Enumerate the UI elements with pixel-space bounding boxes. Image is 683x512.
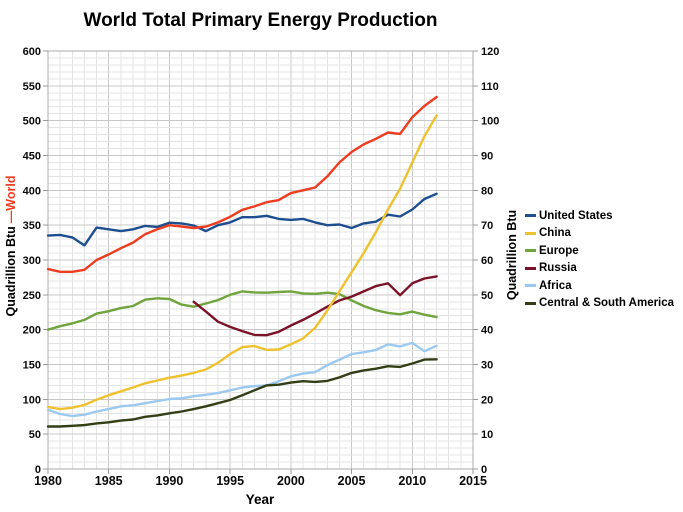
legend-item: United States bbox=[525, 209, 674, 222]
right-tick-label: 50 bbox=[481, 290, 493, 302]
right-tick-label: 0 bbox=[481, 464, 487, 476]
legend: United States China Europe Russia Africa Cent… bbox=[525, 209, 674, 310]
series-line-europe bbox=[46, 290, 438, 331]
series-line-united-states bbox=[46, 192, 438, 247]
series-line-central-south-america bbox=[46, 358, 438, 428]
right-tick-label: 70 bbox=[481, 220, 493, 232]
legend-label: Europe bbox=[539, 244, 579, 257]
series-line-world bbox=[46, 95, 438, 273]
right-tick-label: 100 bbox=[481, 116, 499, 128]
legend-item: Central & South America bbox=[525, 297, 674, 310]
x-tick-label: 2010 bbox=[398, 474, 426, 488]
legend-label: Central & South America bbox=[539, 297, 675, 309]
series-line-china bbox=[46, 114, 438, 411]
left-tick-label: 200 bbox=[23, 325, 41, 337]
legend-item: Europe bbox=[525, 244, 674, 257]
legend-swatch bbox=[525, 284, 536, 287]
legend-swatch bbox=[525, 214, 536, 217]
left-tick-label: 150 bbox=[23, 360, 41, 372]
left-tick-label: 500 bbox=[23, 116, 41, 128]
series-line-africa bbox=[46, 341, 438, 418]
legend-swatch bbox=[525, 249, 536, 252]
x-tick-label: 2015 bbox=[459, 474, 487, 488]
left-tick-label: 550 bbox=[23, 81, 41, 93]
right-tick-label: 60 bbox=[481, 255, 493, 267]
series-line-russia bbox=[192, 275, 438, 337]
left-tick-label: 600 bbox=[23, 46, 41, 58]
chart-title: World Total Primary Energy Production bbox=[83, 10, 438, 31]
legend-item: China bbox=[525, 227, 674, 240]
x-axis-title: Year bbox=[245, 492, 275, 507]
right-tick-label: 30 bbox=[481, 360, 493, 372]
x-tick-label: 1990 bbox=[156, 474, 184, 488]
legend-label: Africa bbox=[539, 279, 572, 292]
left-tick-label: 0 bbox=[35, 464, 41, 476]
right-tick-label: 40 bbox=[481, 325, 493, 337]
left-tick-label: 350 bbox=[23, 220, 41, 232]
right-tick-label: 20 bbox=[481, 394, 493, 406]
legend-label: China bbox=[539, 227, 571, 239]
left-tick-label: 50 bbox=[29, 429, 41, 441]
x-tick-label: 1980 bbox=[34, 474, 62, 488]
left-tick-label: 250 bbox=[23, 290, 41, 302]
x-tick-label: 2000 bbox=[277, 474, 305, 488]
legend-item: Africa bbox=[525, 279, 674, 292]
legend-swatch bbox=[525, 266, 536, 270]
x-tick-label: 1985 bbox=[95, 474, 123, 488]
x-tick-label: 1995 bbox=[216, 474, 244, 488]
legend-item: Russia bbox=[525, 262, 674, 275]
legend-swatch bbox=[525, 231, 536, 235]
left-tick-label: 100 bbox=[23, 394, 41, 406]
legend-label: Russia bbox=[539, 262, 577, 274]
x-tick-label: 2005 bbox=[338, 474, 366, 488]
legend-swatch bbox=[525, 301, 536, 305]
legend-label: United States bbox=[539, 209, 613, 222]
left-tick-label: 450 bbox=[23, 151, 41, 163]
right-tick-label: 110 bbox=[481, 81, 499, 93]
right-tick-label: 10 bbox=[481, 429, 493, 441]
left-tick-label: 300 bbox=[23, 255, 41, 267]
right-tick-label: 80 bbox=[481, 185, 493, 197]
left-tick-label: 400 bbox=[23, 185, 41, 197]
right-tick-label: 120 bbox=[481, 46, 499, 58]
right-tick-label: 90 bbox=[481, 151, 493, 163]
